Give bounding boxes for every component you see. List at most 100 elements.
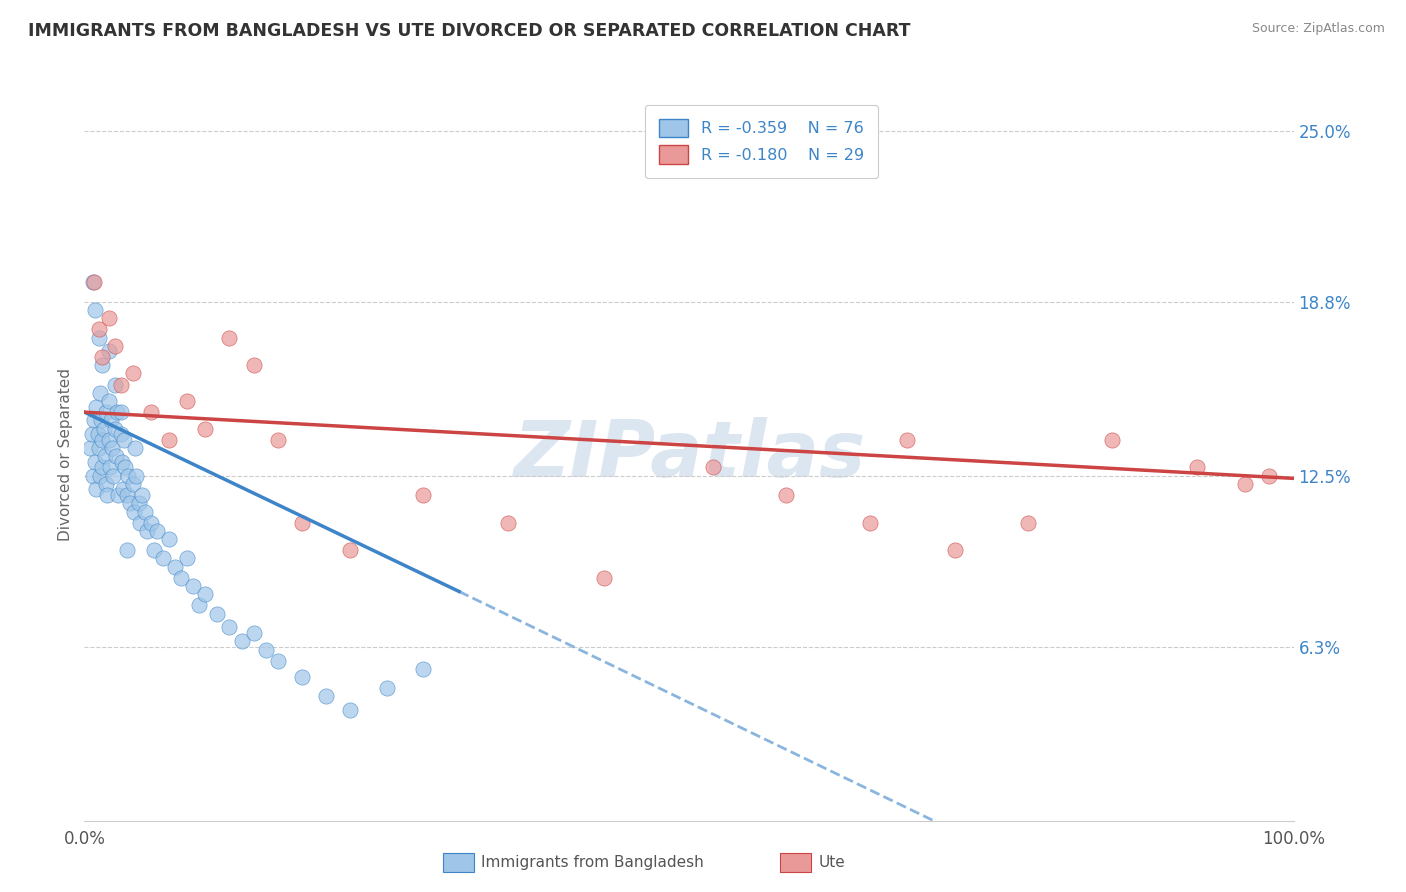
Point: [146, 524, 169, 538]
Point: [120, 496, 142, 510]
Point: [207, 607, 229, 621]
Point: [181, 579, 204, 593]
Point: [1185, 460, 1208, 475]
Point: [143, 543, 166, 558]
Point: [1017, 516, 1039, 530]
Point: [87, 322, 110, 336]
Point: [80, 427, 103, 442]
Point: [194, 587, 217, 601]
Point: [115, 543, 138, 558]
Point: [188, 599, 211, 613]
Point: [242, 358, 264, 372]
Point: [104, 422, 127, 436]
Point: [136, 524, 159, 538]
Point: [218, 620, 240, 634]
Point: [1258, 468, 1281, 483]
Point: [254, 642, 277, 657]
Point: [291, 516, 314, 530]
Point: [176, 551, 198, 566]
Point: [412, 488, 434, 502]
Point: [267, 433, 290, 447]
Point: [104, 450, 127, 464]
Point: [412, 662, 434, 676]
Point: [112, 483, 135, 497]
Point: [97, 344, 120, 359]
Point: [121, 367, 143, 381]
Point: [496, 516, 519, 530]
Legend: R = -0.359    N = 76, R = -0.180    N = 29: R = -0.359 N = 76, R = -0.180 N = 29: [645, 104, 879, 178]
Point: [104, 339, 127, 353]
Point: [194, 422, 217, 436]
Point: [1101, 433, 1123, 447]
Point: [131, 488, 153, 502]
Point: [110, 405, 132, 419]
Point: [593, 571, 616, 585]
Text: ZIPatlas: ZIPatlas: [513, 417, 865, 493]
Point: [943, 543, 966, 558]
Point: [176, 394, 198, 409]
Text: Ute: Ute: [818, 855, 845, 870]
Point: [94, 476, 117, 491]
Point: [86, 483, 108, 497]
Point: [125, 468, 148, 483]
Text: Immigrants from Bangladesh: Immigrants from Bangladesh: [481, 855, 703, 870]
Point: [82, 468, 104, 483]
Point: [315, 690, 337, 704]
Point: [91, 460, 114, 475]
Point: [139, 405, 162, 419]
Point: [114, 460, 136, 475]
Point: [122, 504, 145, 518]
Point: [82, 276, 104, 290]
Point: [91, 350, 114, 364]
Point: [134, 504, 156, 518]
Point: [97, 394, 120, 409]
Point: [1234, 476, 1257, 491]
Point: [93, 422, 115, 436]
Point: [87, 330, 110, 344]
Point: [859, 516, 882, 530]
Point: [121, 476, 143, 491]
Point: [157, 433, 180, 447]
Point: [96, 488, 118, 502]
Point: [218, 330, 240, 344]
Point: [83, 276, 105, 290]
Point: [128, 496, 150, 510]
Point: [103, 468, 125, 483]
Point: [291, 670, 314, 684]
Point: [242, 626, 264, 640]
Point: [101, 441, 124, 455]
Point: [339, 703, 361, 717]
Point: [94, 405, 117, 419]
Point: [107, 488, 129, 502]
Point: [86, 427, 108, 442]
Point: [89, 468, 111, 483]
Point: [84, 303, 107, 318]
Point: [702, 460, 724, 475]
Point: [117, 468, 139, 483]
Point: [112, 433, 135, 447]
Point: [152, 551, 174, 566]
Point: [79, 441, 101, 455]
Point: [110, 377, 132, 392]
Point: [115, 488, 138, 502]
Point: [110, 427, 132, 442]
Y-axis label: Divorced or Separated: Divorced or Separated: [58, 368, 73, 541]
Point: [339, 543, 361, 558]
Point: [97, 433, 120, 447]
Point: [97, 311, 120, 326]
Point: [896, 433, 918, 447]
Point: [775, 488, 797, 502]
Point: [170, 571, 193, 585]
Point: [104, 377, 127, 392]
Point: [267, 654, 290, 668]
Point: [91, 433, 114, 447]
Point: [94, 450, 117, 464]
Point: [375, 681, 398, 695]
Text: IMMIGRANTS FROM BANGLADESH VS UTE DIVORCED OR SEPARATED CORRELATION CHART: IMMIGRANTS FROM BANGLADESH VS UTE DIVORC…: [28, 22, 911, 40]
Point: [84, 455, 107, 469]
Point: [129, 516, 152, 530]
Point: [165, 559, 187, 574]
Point: [83, 413, 105, 427]
Point: [86, 400, 108, 414]
Point: [100, 413, 122, 427]
